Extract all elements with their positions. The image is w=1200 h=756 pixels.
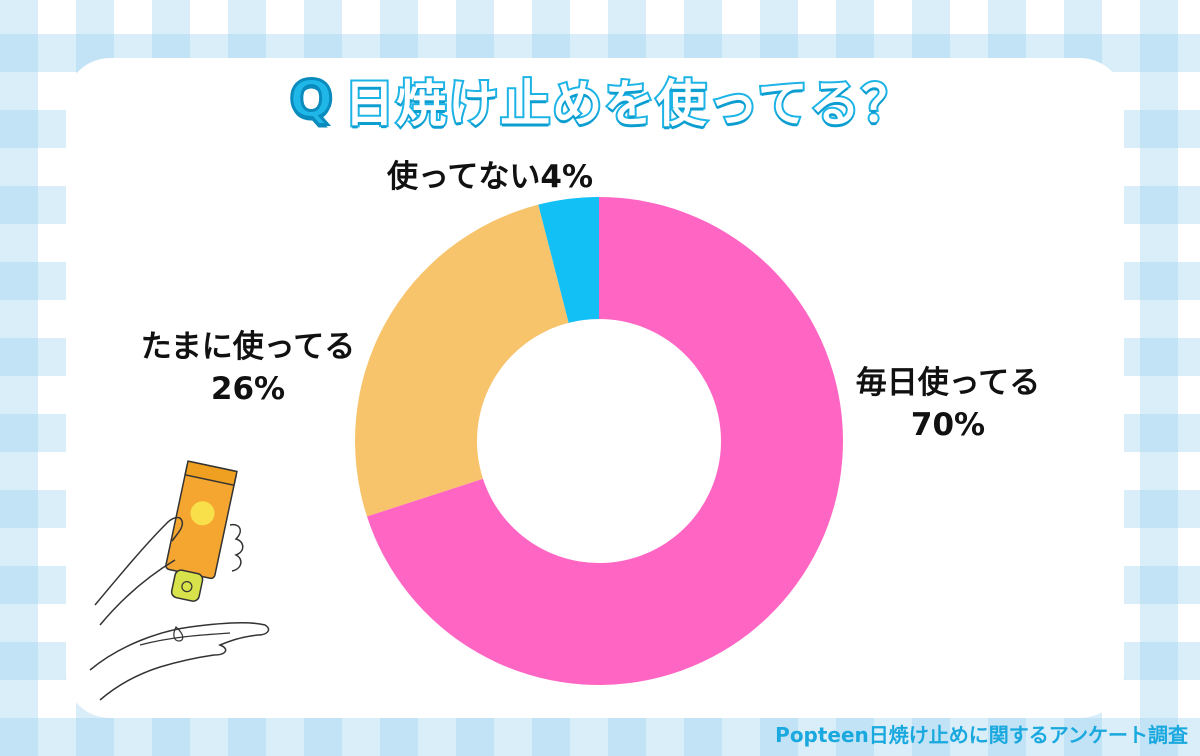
q-badge: Q	[288, 69, 335, 132]
label-not-using: 使ってない4%	[364, 156, 616, 198]
hands-with-sunscreen-tube-icon	[89, 460, 270, 701]
title-text: 日焼け止めを使ってる？	[342, 73, 914, 135]
label-daily-name: 毎日使ってる	[855, 365, 1041, 401]
slice-daily	[366, 197, 843, 685]
label-sometimes-name: たまに使ってる	[140, 329, 356, 365]
source-note: Popteen日焼け止めに関するアンケート調査	[775, 723, 1188, 747]
page-title: Q 日焼け止めを使ってる？	[0, 64, 1200, 136]
label-not-using-name: 使ってない4%	[386, 159, 594, 195]
slice-sometimes	[354, 204, 569, 517]
slice-not-using	[538, 197, 599, 323]
label-daily-percent: 70%	[910, 407, 986, 443]
label-sometimes-percent: 26%	[210, 371, 286, 407]
label-daily: 毎日使ってる 70%	[836, 362, 1060, 446]
label-sometimes: たまに使ってる 26%	[120, 326, 376, 410]
